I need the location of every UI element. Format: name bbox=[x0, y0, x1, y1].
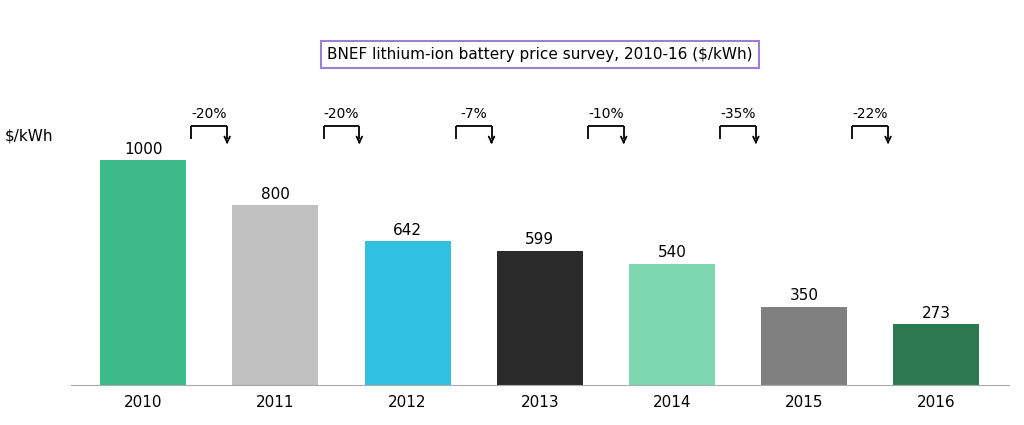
Bar bbox=[232, 205, 318, 385]
Text: 1000: 1000 bbox=[124, 142, 163, 157]
Text: -10%: -10% bbox=[588, 107, 624, 121]
Bar bbox=[365, 241, 451, 385]
Text: 273: 273 bbox=[922, 306, 951, 320]
Text: BNEF lithium-ion battery price survey, 2010-16 ($/kWh): BNEF lithium-ion battery price survey, 2… bbox=[327, 47, 753, 62]
Bar bbox=[497, 251, 583, 385]
Text: 642: 642 bbox=[393, 223, 422, 238]
Text: -20%: -20% bbox=[191, 107, 227, 121]
Text: -20%: -20% bbox=[324, 107, 359, 121]
Text: 800: 800 bbox=[261, 187, 290, 202]
Bar bbox=[100, 160, 186, 385]
Text: 599: 599 bbox=[525, 232, 554, 247]
Text: $/kWh: $/kWh bbox=[5, 129, 53, 144]
Text: -7%: -7% bbox=[461, 107, 487, 121]
Bar bbox=[893, 324, 979, 385]
Text: -35%: -35% bbox=[720, 107, 756, 121]
Text: 540: 540 bbox=[657, 246, 686, 261]
Bar bbox=[761, 306, 847, 385]
Text: -22%: -22% bbox=[852, 107, 888, 121]
Bar bbox=[629, 264, 715, 385]
Text: 350: 350 bbox=[790, 288, 818, 303]
